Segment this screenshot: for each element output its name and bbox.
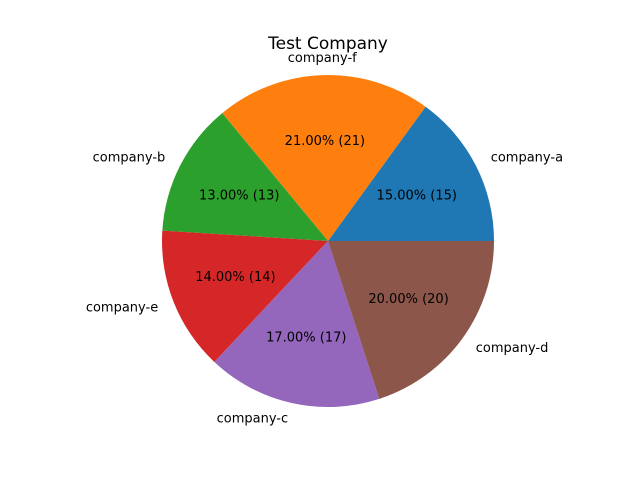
pct-label-company-c: 17.00% (17) [266, 331, 346, 346]
slice-label-company-a: company-a [491, 151, 563, 166]
pie-slices [162, 75, 494, 407]
pie-slice-company-d [328, 241, 494, 399]
pct-label-company-d: 20.00% (20) [368, 292, 448, 307]
pie-labels: 15.00% (15) company-a 21.00% (21) company-f… [86, 51, 563, 427]
slice-label-company-e: company-e [86, 301, 158, 316]
pie-slice-company-c [214, 241, 380, 407]
pie-slice-company-e [162, 230, 328, 363]
pct-label-company-b: 13.00% (13) [199, 188, 279, 203]
slice-label-company-b: company-b [93, 151, 166, 166]
chart-title: Test Company [267, 34, 388, 54]
slice-label-company-f: company-f [288, 51, 357, 66]
pct-label-company-e: 14.00% (14) [195, 270, 275, 285]
pct-label-company-a: 15.00% (15) [377, 188, 457, 203]
pie-slice-company-f [222, 75, 426, 241]
pie-slice-company-b [162, 113, 328, 241]
pct-label-company-f: 21.00% (21) [285, 134, 365, 149]
slice-label-company-d: company-d [476, 341, 549, 356]
slice-label-company-c: company-c [217, 412, 289, 427]
pie-slice-company-a [328, 106, 494, 241]
